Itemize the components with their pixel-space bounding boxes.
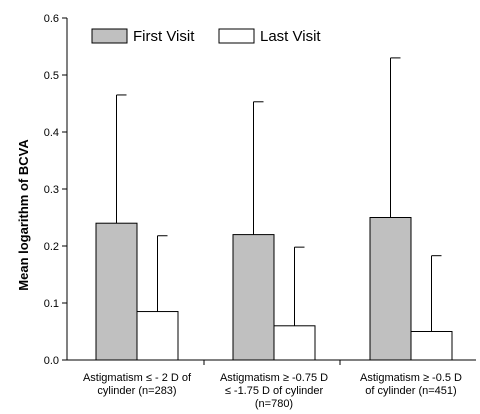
bars-layer	[95, 217, 453, 361]
bar-first-visit-3	[369, 217, 412, 361]
y-tick-label: 0.1	[44, 298, 59, 310]
bar-first-visit-1	[95, 222, 138, 361]
y-tick-label: 0.6	[44, 13, 59, 25]
y-tick-label: 0.3	[44, 184, 59, 196]
legend-label-first-visit: First Visit	[133, 28, 195, 45]
y-tick-label: 0.2	[44, 241, 59, 253]
legend: First Visit Last Visit	[91, 28, 321, 45]
legend-swatch-last-visit	[218, 28, 255, 44]
x-category-label-2: Astigmatism ≥ -0.75 D ≤ -1.75 D of cylind…	[220, 372, 328, 410]
bar-last-visit-1	[136, 311, 179, 361]
category-labels-layer: Astigmatism ≤ - 2 D of cylinder (n=283) As…	[83, 372, 462, 410]
bar-last-visit-3	[410, 331, 453, 361]
y-axis-title: Mean logarithm of BCVA	[16, 139, 31, 291]
legend-label-last-visit: Last Visit	[260, 28, 321, 45]
bar-first-visit-2	[232, 234, 275, 361]
y-tick-label: 0.0	[44, 355, 59, 367]
bar-last-visit-2	[273, 325, 316, 361]
error-bars-layer	[116, 57, 442, 332]
y-tick-label: 0.5	[44, 70, 59, 82]
legend-swatch-first-visit	[91, 28, 128, 44]
y-ticks-layer: 0.0 0.1 0.2 0.3 0.4 0.5 0.6	[44, 13, 341, 367]
x-category-label-1: Astigmatism ≤ - 2 D of cylinder (n=283)	[83, 372, 192, 397]
y-tick-label: 0.4	[44, 127, 59, 139]
